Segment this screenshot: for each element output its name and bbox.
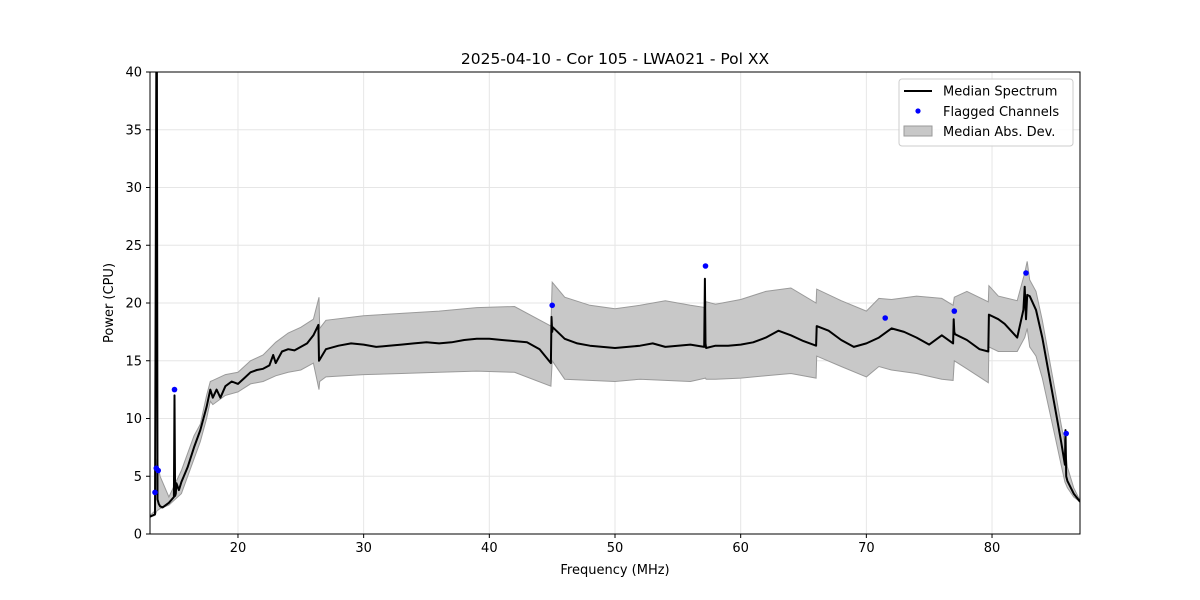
flagged-point-4 (549, 302, 555, 309)
y-tick-label-4: 20 (125, 297, 142, 312)
flagged-point-9 (1063, 430, 1069, 437)
median-line (150, 72, 1080, 518)
x-tick-label-2: 40 (481, 541, 498, 556)
y-tick-label-7: 35 (125, 123, 142, 138)
flagged-point-8 (1023, 270, 1029, 276)
x-axis-ticks: 20 30 40 50 60 70 80 (230, 534, 1001, 556)
y-tick-label-6: 30 (125, 181, 142, 196)
y-tick-label-1: 5 (134, 470, 142, 485)
x-tick-label-1: 30 (355, 541, 372, 556)
flagged-point-0 (152, 489, 158, 496)
chart-title: 2025-04-10 - Cor 105 - LWA021 - Pol XX (461, 50, 770, 68)
legend: Median Spectrum Flagged Channels Median … (898, 78, 1074, 147)
flagged-point-7 (951, 308, 958, 314)
x-axis-label: Frequency (MHz) (560, 563, 669, 578)
mad-band (150, 261, 1080, 518)
median-spectrum-line (150, 72, 1080, 518)
legend-flagged-swatch (915, 108, 921, 114)
legend-median-label: Median Spectrum (943, 85, 1057, 100)
y-tick-label-2: 10 (125, 412, 142, 427)
legend-band-swatch (903, 125, 933, 137)
legend-box (898, 78, 1074, 147)
y-tick-label-3: 15 (125, 354, 142, 369)
y-axis-label: Power (CPU) (102, 263, 117, 343)
legend-band-label: Median Abs. Dev. (943, 125, 1055, 140)
y-tick-label-5: 25 (125, 239, 142, 254)
y-tick-label-0: 0 (134, 528, 142, 543)
flagged-point-5 (702, 263, 709, 269)
legend-flagged-label: Flagged Channels (943, 105, 1059, 120)
y-tick-label-8: 40 (125, 66, 142, 81)
x-tick-label-3: 50 (607, 541, 624, 556)
flagged-point-2 (155, 467, 161, 474)
flagged-point-3 (171, 386, 178, 393)
mad-band-area (150, 261, 1080, 518)
x-tick-label-4: 60 (732, 541, 749, 556)
x-tick-label-5: 70 (858, 541, 875, 556)
x-tick-label-6: 80 (984, 541, 1001, 556)
flagged-points (152, 263, 1069, 496)
flagged-point-6 (882, 315, 888, 321)
x-tick-label-0: 20 (230, 541, 247, 556)
y-axis-ticks: 0 5 10 15 20 25 30 35 40 (125, 66, 150, 543)
